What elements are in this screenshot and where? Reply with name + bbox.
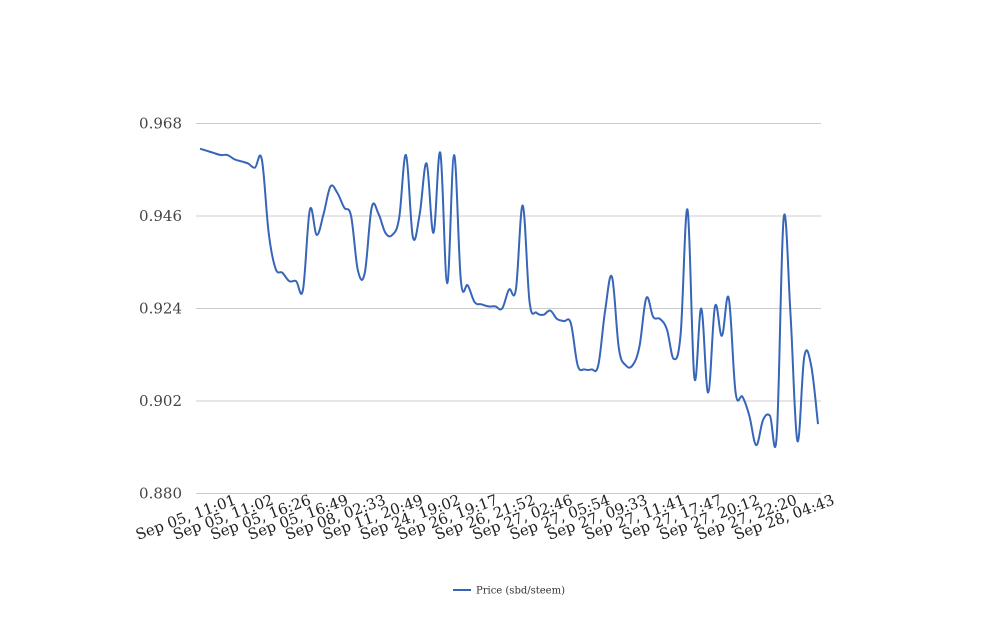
legend: Price (sbd/steem) (453, 586, 565, 597)
y-tick-label: 0.902 (139, 392, 182, 410)
gridlines (196, 123, 821, 494)
y-tick-label: 0.946 (139, 207, 182, 225)
y-axis-tick-labels: 0.880 0.902 0.924 0.946 0.968 (139, 115, 182, 503)
series-line (199, 147, 819, 448)
series-lines (199, 147, 819, 448)
y-tick-label: 0.968 (139, 115, 182, 133)
y-tick-label: 0.880 (139, 485, 182, 503)
legend-label: Price (sbd/steem) (476, 586, 565, 597)
y-tick-label: 0.924 (139, 300, 182, 318)
